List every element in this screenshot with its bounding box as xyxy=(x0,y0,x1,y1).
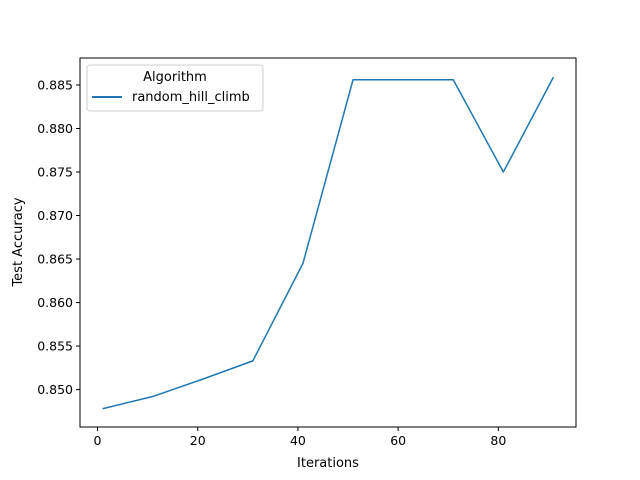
y-tick-label: 0.860 xyxy=(37,295,73,310)
y-axis-ticks: 0.850 0.855 0.860 0.865 0.870 0.875 0.880 0.885 xyxy=(37,77,80,397)
legend-title: Algorithm xyxy=(143,70,207,85)
y-tick-label: 0.855 xyxy=(37,339,73,354)
x-axis-ticks: 0 20 40 60 80 xyxy=(94,427,506,448)
axes-frame xyxy=(79,57,577,428)
y-tick-label: 0.885 xyxy=(37,77,73,92)
x-tick-label: 80 xyxy=(490,433,506,448)
x-tick-label: 0 xyxy=(94,433,102,448)
legend-entry-label: random_hill_climb xyxy=(132,90,250,105)
y-axis-label: Test Accuracy xyxy=(11,197,26,287)
series-line-random-hill-climb xyxy=(102,76,555,410)
x-tick-label: 60 xyxy=(390,433,406,448)
x-tick-label: 40 xyxy=(290,433,306,448)
y-tick-label: 0.865 xyxy=(37,252,73,267)
y-tick-label: 0.880 xyxy=(37,121,73,136)
y-tick-label: 0.850 xyxy=(37,382,73,397)
y-tick-label: 0.875 xyxy=(37,165,73,180)
x-axis-label: Iterations xyxy=(297,456,359,471)
legend: Algorithm random_hill_climb xyxy=(86,64,264,112)
y-tick-label: 0.870 xyxy=(37,208,73,223)
legend-box xyxy=(86,64,264,112)
x-tick-label: 20 xyxy=(190,433,206,448)
plot-area xyxy=(102,76,555,410)
